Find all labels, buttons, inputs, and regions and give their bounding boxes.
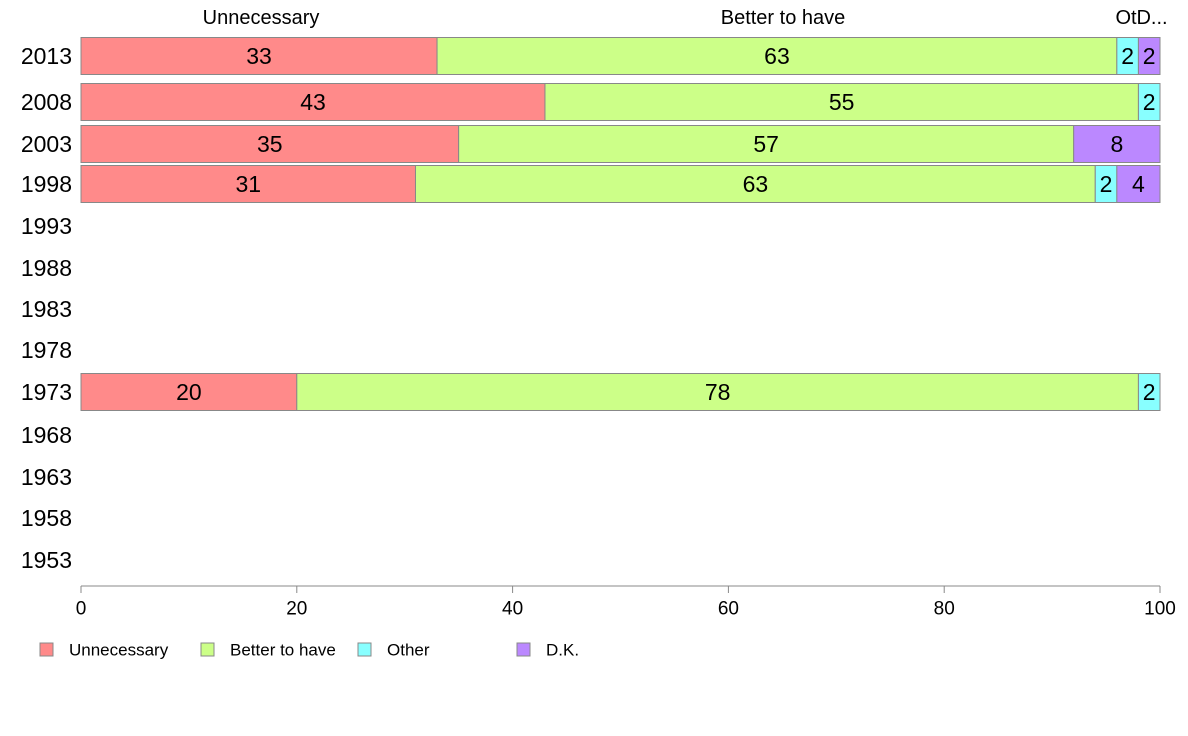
bar-segment [80, 373, 298, 411]
x-tick-label: 40 [502, 599, 523, 620]
x-tick-label: 60 [718, 599, 739, 620]
bar-segment [1137, 373, 1161, 411]
y-tick-label: 2013 [21, 43, 72, 69]
bar-value-label: 2 [1143, 43, 1156, 69]
y-tick-label: 1968 [21, 422, 72, 448]
bar-value-label: 2 [1143, 89, 1156, 115]
bar-value-label: 2 [1143, 379, 1156, 405]
legend-label: Other [387, 641, 430, 660]
bar-segment [296, 373, 1139, 411]
bar-value-label: 63 [764, 43, 790, 69]
y-tick-label: 1978 [21, 337, 72, 363]
legend-label: Unnecessary [69, 641, 169, 660]
bars [80, 37, 1161, 411]
bar-value-label: 2 [1121, 43, 1134, 69]
y-tick-label: 1993 [21, 213, 72, 239]
y-tick-label: 1953 [21, 547, 72, 573]
bar-value-label: 33 [246, 43, 272, 69]
bar-segment [80, 37, 438, 75]
top-label: Ot [1115, 7, 1137, 29]
legend-swatch [39, 642, 54, 657]
top-label: Unnecessary [203, 7, 320, 29]
y-tick-label: 1958 [21, 505, 72, 531]
y-tick-label: 1983 [21, 296, 72, 322]
bar-segment [1116, 165, 1161, 203]
y-tick-label: 1988 [21, 255, 72, 281]
bar-value-label: 4 [1132, 171, 1145, 197]
bar-value-label: 8 [1110, 131, 1123, 157]
y-axis-year-labels: 2013 2008 2003 1998 1993 1988 1983 1978 1973 1968… [21, 43, 72, 573]
bar-segment [544, 83, 1139, 121]
bar-value-label: 63 [743, 171, 769, 197]
legend-swatch [200, 642, 215, 657]
legend-swatch [357, 642, 372, 657]
x-tick-label: 100 [1144, 599, 1176, 620]
y-tick-label: 1998 [21, 171, 72, 197]
top-label: D... [1136, 7, 1167, 29]
x-tick-label: 80 [934, 599, 955, 620]
bar-value-label: 20 [176, 379, 202, 405]
bar-value-label: 78 [705, 379, 731, 405]
bar-segment [458, 125, 1075, 163]
y-tick-label: 1973 [21, 379, 72, 405]
bar-segment [436, 37, 1118, 75]
bar-value-label: 55 [829, 89, 855, 115]
y-tick-label: 2003 [21, 131, 72, 157]
legend-label: Better to have [230, 641, 336, 660]
x-tick-label: 20 [286, 599, 307, 620]
bar-value-label: 2 [1100, 171, 1113, 197]
bar-segment [1137, 37, 1161, 75]
bar-value-labels: 33 63 2 243 55 235 57 831 63 2 420 78 2 [176, 43, 1156, 405]
legend-label: D.K. [546, 641, 579, 660]
bar-value-label: 31 [235, 171, 261, 197]
x-axis: 0 20 40 60 80 100 [76, 585, 1176, 620]
bar-value-label: 57 [753, 131, 779, 157]
bar-segment [80, 165, 416, 203]
top-label: Better to have [721, 7, 846, 29]
y-tick-label: 2008 [21, 89, 72, 115]
bar-segment [80, 125, 460, 163]
legend: Unnecessary Better to have Other D.K. [39, 641, 579, 660]
bar-value-label: 35 [257, 131, 283, 157]
bar-value-label: 43 [300, 89, 326, 115]
x-tick-label: 0 [76, 599, 87, 620]
bar-segment [1073, 125, 1161, 163]
top-category-labels: Unnecessary Better to have Ot D... [203, 7, 1168, 29]
legend-swatch [516, 642, 531, 657]
bar-segment [414, 165, 1096, 203]
bar-segment [1137, 83, 1161, 121]
y-tick-label: 1963 [21, 464, 72, 490]
